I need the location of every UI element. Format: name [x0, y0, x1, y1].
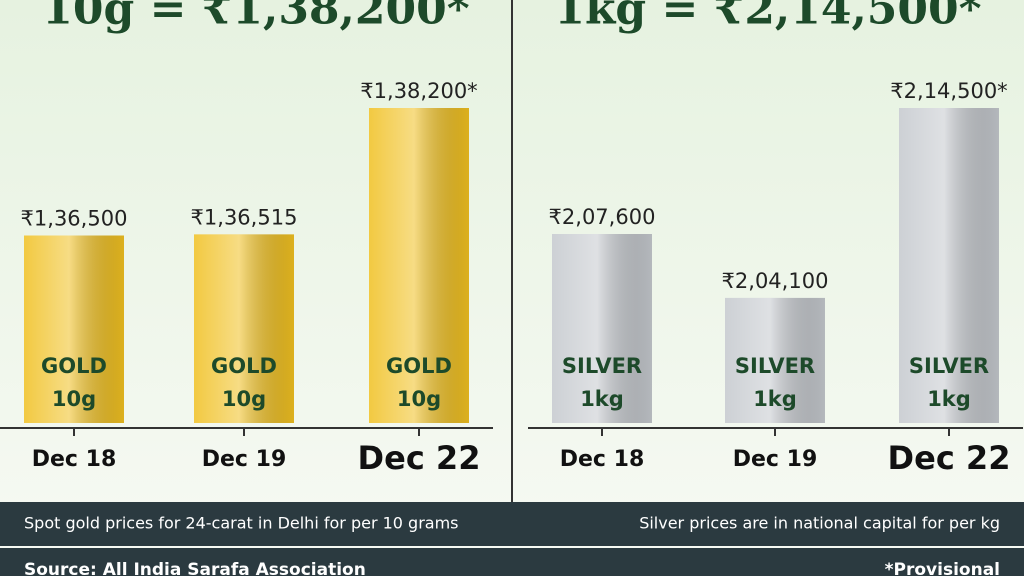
notes-band [0, 502, 1024, 546]
bar-sheen [24, 235, 124, 423]
bar-sheen [552, 234, 652, 423]
chart-title: 10g = ₹1,38,200* [42, 0, 469, 35]
bar-sheen [899, 108, 999, 423]
bar-label: SILVER [562, 354, 642, 378]
note: Spot gold prices for 24-carat in Delhi f… [24, 514, 459, 533]
bar-label: GOLD [41, 354, 107, 378]
x-tick-label: Dec 19 [733, 447, 818, 472]
chart-title: 1kg = ₹2,14,500* [554, 0, 981, 35]
bar-label: 10g [222, 387, 266, 411]
value-label: ₹2,04,100 [722, 269, 829, 293]
bar-label: SILVER [735, 354, 815, 378]
x-tick-label: Dec 22 [358, 439, 481, 477]
x-tick-label: Dec 18 [32, 447, 117, 472]
x-tick-label: Dec 22 [888, 439, 1011, 477]
value-label: ₹2,14,500* [890, 79, 1007, 103]
bar-label: 1kg [927, 387, 971, 411]
bar-label: 1kg [753, 387, 797, 411]
bar-label: SILVER [909, 354, 989, 378]
source: Source: All India Sarafa Association [24, 560, 366, 576]
bar-label: 10g [52, 387, 96, 411]
bar-label: GOLD [211, 354, 277, 378]
footnote: *Provisional [885, 560, 1000, 576]
x-tick-label: Dec 19 [202, 447, 287, 472]
source-band [0, 548, 1024, 576]
bar-label: 10g [397, 387, 441, 411]
value-label: ₹1,36,500 [21, 207, 128, 231]
bar-label: 1kg [580, 387, 624, 411]
note: Silver prices are in national capital fo… [639, 514, 1000, 533]
x-tick-label: Dec 18 [560, 447, 645, 472]
value-label: ₹2,07,600 [549, 205, 656, 229]
bar-sheen [725, 297, 825, 423]
bar-sheen [194, 234, 294, 423]
value-label: ₹1,36,515 [191, 205, 298, 229]
bar-label: GOLD [386, 354, 452, 378]
value-label: ₹1,38,200* [360, 79, 477, 103]
bar-sheen [369, 108, 469, 423]
